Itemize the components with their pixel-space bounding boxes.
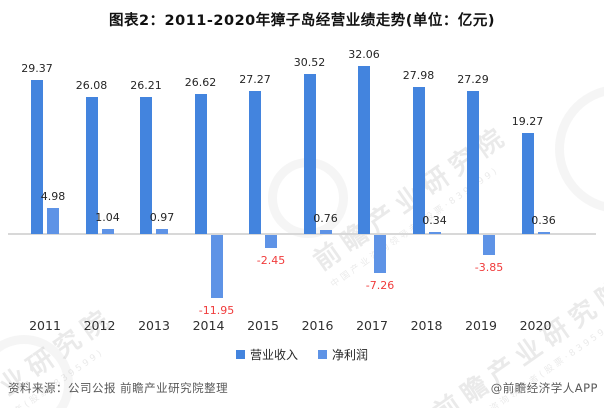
net-profit-bar-2012 [101,228,114,234]
net-profit-legend-label: 净利润 [332,348,369,362]
source-note: 资料来源：公司公报 前瞻产业研究院整理 [8,381,229,395]
revenue-bar-2016 [303,73,316,234]
x-axis-label-2017: 2017 [356,318,388,333]
x-axis-label-2011: 2011 [29,318,61,333]
chart-legend: 营业收入 净利润 [0,346,604,363]
revenue-bar-2017 [358,65,370,234]
x-axis-label-2013: 2013 [138,318,170,333]
legend-item-net-profit: 净利润 [318,346,368,363]
net-profit-value-label-2017: -7.26 [365,279,395,293]
net-profit-value-label-2020: 0.36 [531,214,556,228]
net-profit-value-label-2013: 0.97 [149,210,175,224]
net-profit-bar-2018 [428,232,441,234]
revenue-bar-2018 [412,87,425,234]
revenue-bar-2013 [140,96,152,234]
zero-axis-line [8,233,596,235]
chart-title: 图表2：2011-2020年獐子岛经营业绩走势(单位：亿元) [108,13,496,29]
revenue-bar-2020 [521,132,534,234]
net-profit-bar-2020 [537,232,550,234]
revenue-value-label-2019: 27.29 [457,72,489,86]
x-axis-label-2019: 2019 [465,318,497,333]
net-profit-value-label-2012: 1.04 [95,210,120,224]
net-profit-value-label-2016: 0.76 [313,212,338,225]
net-profit-value-label-2014: -11.95 [198,303,235,317]
x-axis-label-2012: 2012 [83,318,116,333]
net-profit-bar-2011 [47,207,59,234]
net-profit-bar-2016 [319,230,332,234]
revenue-bar-2015 [249,91,261,234]
revenue-value-label-2017: 32.06 [348,47,380,61]
x-axis-label-2020: 2020 [519,318,552,333]
net-profit-bar-2013 [156,228,168,234]
legend-item-revenue: 营业收入 [235,346,298,363]
revenue-value-label-2020: 19.27 [511,114,544,128]
revenue-legend-swatch [235,350,245,359]
x-axis-label-2014: 2014 [192,318,225,333]
x-axis-label-2016: 2016 [301,318,334,333]
net-profit-value-label-2018: 0.34 [422,214,447,228]
net-profit-legend-swatch [318,350,327,359]
net-profit-value-label-2011: 4.98 [40,189,66,203]
credit-note: @前瞻经济学人APP [490,381,598,395]
revenue-value-label-2014: 26.62 [184,76,217,90]
revenue-value-label-2011: 29.37 [21,62,53,75]
revenue-value-label-2016: 30.52 [293,55,326,69]
net-profit-value-label-2019: -3.85 [474,261,504,275]
revenue-bar-2019 [467,90,479,234]
x-axis-label-2015: 2015 [247,318,279,333]
net-profit-bar-2015 [265,235,277,248]
x-axis-label-2018: 2018 [410,318,443,333]
revenue-value-label-2018: 27.98 [402,69,435,83]
revenue-value-label-2013: 26.21 [130,78,162,92]
revenue-bar-2011 [31,80,43,234]
net-profit-bar-2014 [210,235,223,298]
revenue-bar-2012 [85,97,98,234]
revenue-legend-label: 营业收入 [249,348,298,362]
net-profit-value-label-2015: -2.45 [256,253,286,267]
net-profit-bar-2017 [374,235,386,274]
net-profit-bar-2019 [483,235,495,256]
revenue-bar-2014 [194,94,207,234]
revenue-value-label-2015: 27.27 [239,73,271,87]
revenue-value-label-2012: 26.08 [75,79,108,93]
